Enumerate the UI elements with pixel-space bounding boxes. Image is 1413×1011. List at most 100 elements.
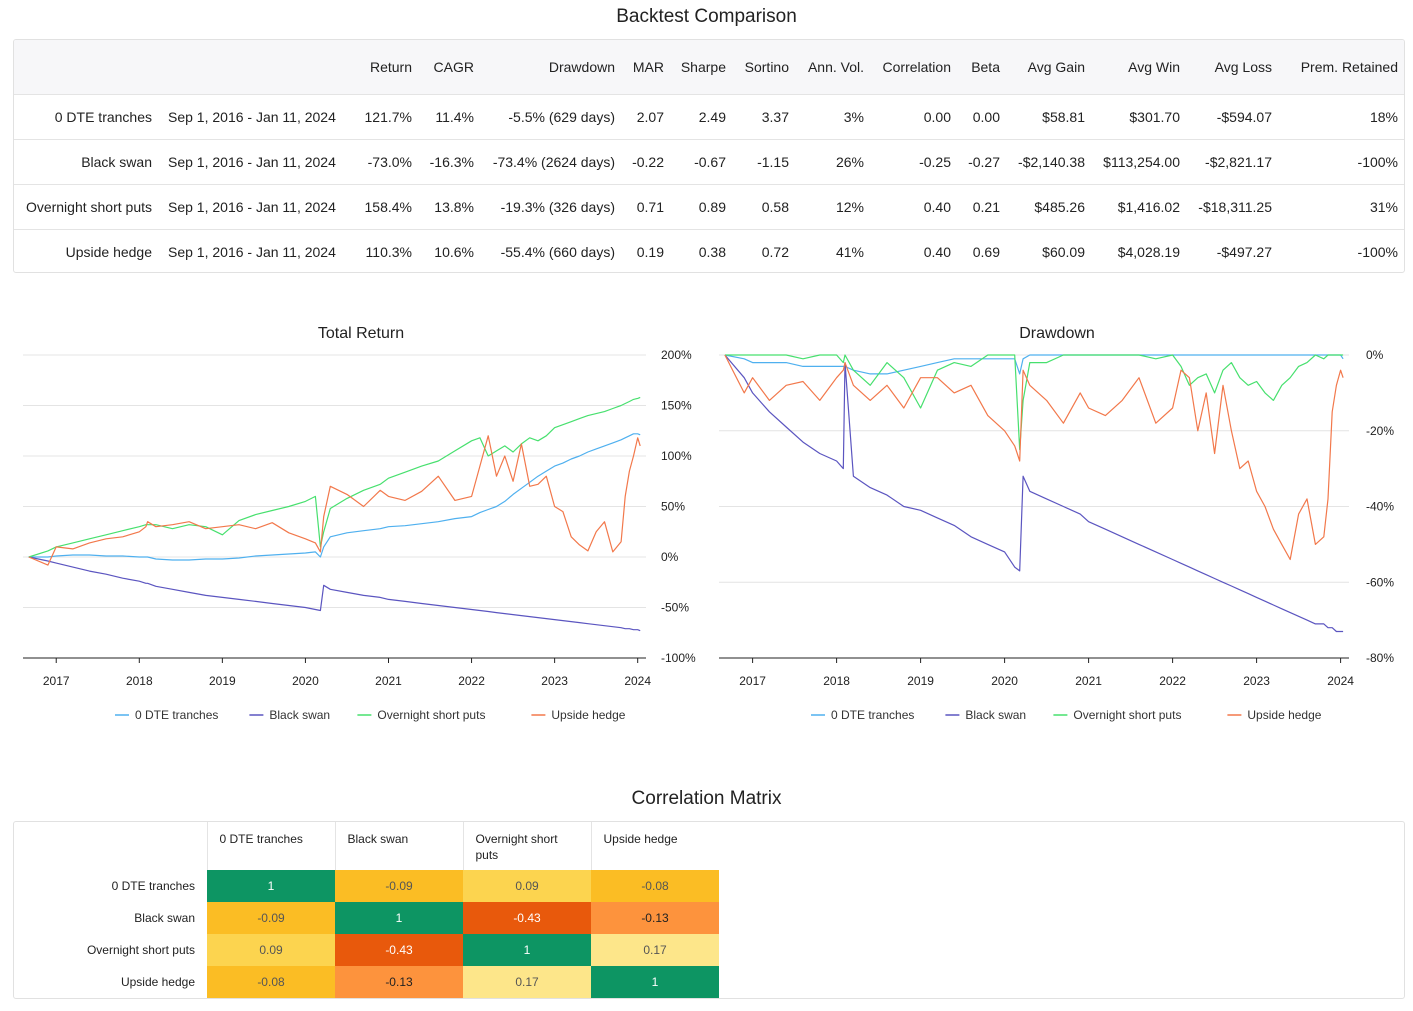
matrix-cell: -0.09: [207, 902, 335, 934]
y-tick-label: 0%: [661, 550, 679, 564]
legend-item-upside-hedge[interactable]: Upside hedge: [1247, 708, 1321, 722]
table-cell: -0.27: [968, 153, 1000, 170]
matrix-cell: 1: [591, 966, 719, 998]
correlation-title: Correlation Matrix: [631, 788, 782, 809]
x-tick-label: 2023: [1243, 674, 1270, 688]
x-tick-label: 2024: [624, 674, 651, 688]
matrix-cell: 0.09: [463, 870, 591, 902]
x-tick-label: 2022: [458, 674, 485, 688]
table-cell: -100%: [1357, 243, 1398, 260]
x-tick-label: 2017: [43, 674, 70, 688]
table-cell: 0.40: [923, 198, 951, 215]
strategy-name-cell: 0 DTE tranches: [54, 108, 152, 125]
y-tick-label: 200%: [661, 348, 692, 362]
matrix-row-label: Upside hedge: [120, 975, 195, 989]
total-return-chart: Total Return 200% 150% 100% 50% 0% -50% -100% 20…: [23, 325, 696, 722]
legend-item-overnight-short-puts[interactable]: Overnight short puts: [1073, 708, 1181, 722]
matrix-column-header: Overnight short puts: [462, 822, 591, 870]
table-cell: 26%: [835, 153, 864, 170]
y-tick-label: 0%: [1366, 348, 1384, 362]
strategy-name-cell: Upside hedge: [65, 243, 152, 260]
x-tick-label: 2024: [1327, 674, 1354, 688]
strategy-name-cell: Black swan: [81, 153, 152, 170]
corner-cell: [14, 822, 207, 870]
table-row: 0 DTE tranches Sep 1, 2016 - Jan 11, 2024…: [14, 94, 1404, 139]
matrix-cell: -0.08: [591, 870, 719, 902]
column-header-beta: Beta: [971, 58, 1000, 75]
table-cell: $113,254.00: [1103, 153, 1180, 170]
column-header-return: Return: [369, 58, 412, 75]
correlation-header-row: 0 DTE tranches Black swan Overnight short …: [14, 822, 719, 870]
column-header-correlation: Correlation: [882, 58, 951, 75]
matrix-row-label: Overnight short puts: [86, 943, 195, 957]
backtest-title: Backtest Comparison: [616, 6, 797, 27]
table-cell: 0.58: [761, 198, 789, 215]
legend-item-0-dte-tranches[interactable]: 0 DTE tranches: [135, 708, 218, 722]
y-tick-label: -100%: [661, 651, 696, 665]
table-cell: -1.15: [757, 153, 789, 170]
y-tick-label: -60%: [1366, 575, 1394, 589]
correlation-matrix: 0 DTE tranches Black swan Overnight short …: [14, 822, 719, 998]
matrix-cell: 0.17: [591, 934, 719, 966]
table-cell: -0.25: [919, 153, 951, 170]
legend-item-overnight-short-puts[interactable]: Overnight short puts: [377, 708, 485, 722]
table-cell: 3%: [843, 108, 864, 125]
matrix-cell: -0.13: [335, 966, 463, 998]
column-header-mar: MAR: [632, 58, 664, 75]
chart-title: Total Return: [318, 325, 404, 342]
legend-item-black-swan[interactable]: Black swan: [269, 708, 330, 722]
table-cell: $1,416.02: [1117, 198, 1180, 215]
matrix-cell: -0.43: [463, 902, 591, 934]
matrix-cell: 0.09: [207, 934, 335, 966]
chart-title: Drawdown: [1019, 325, 1095, 342]
x-tick-label: 2021: [1075, 674, 1102, 688]
series-line-upside-hedge: [724, 354, 1344, 561]
table-cell: 2.49: [698, 108, 726, 125]
table-cell: $60.09: [1042, 243, 1085, 260]
table-row: Upside hedge Sep 1, 2016 - Jan 11, 2024 11…: [14, 229, 1404, 272]
matrix-cell: -0.13: [591, 902, 719, 934]
table-cell: 11.4%: [435, 108, 474, 125]
series-line-0-dte-tranches: [724, 354, 1344, 375]
legend-item-black-swan[interactable]: Black swan: [965, 708, 1026, 722]
table-cell: 41%: [835, 243, 864, 260]
table-cell: 0.38: [698, 243, 726, 260]
table-cell: $485.26: [1034, 198, 1085, 215]
table-cell: 18%: [1369, 108, 1398, 125]
backtest-header-row: Return CAGR Drawdown MAR Sharpe Sortino Ann. V…: [14, 40, 1404, 94]
x-tick-label: 2022: [1159, 674, 1186, 688]
y-tick-label: -20%: [1366, 424, 1394, 438]
table-row: Overnight short puts Sep 1, 2016 - Jan 11…: [14, 184, 1404, 229]
matrix-row: 0 DTE tranches 1 -0.09 0.09 -0.08: [14, 870, 719, 902]
table-cell: -0.67: [694, 153, 726, 170]
y-tick-label: -50%: [661, 601, 689, 615]
column-header-avg-loss: Avg Loss: [1214, 58, 1272, 75]
table-cell: 0.21: [972, 198, 1000, 215]
column-header-avg-gain: Avg Gain: [1027, 58, 1085, 75]
table-cell: -19.3% (326 days): [500, 198, 615, 215]
legend-item-0-dte-tranches[interactable]: 0 DTE tranches: [831, 708, 914, 722]
legend-item-upside-hedge[interactable]: Upside hedge: [551, 708, 625, 722]
table-cell: -$18,311.25: [1198, 198, 1272, 215]
column-header-cagr: CAGR: [433, 58, 474, 75]
column-header-avg-win: Avg Win: [1128, 58, 1180, 75]
matrix-cell: 1: [207, 870, 335, 902]
table-cell: -73.4% (2624 days): [492, 153, 615, 170]
table-cell: 12%: [835, 198, 864, 215]
column-header-blank-1: [160, 40, 346, 94]
table-cell: 0.69: [972, 243, 1000, 260]
table-cell: -$594.07: [1216, 108, 1272, 125]
matrix-column-header: 0 DTE tranches: [206, 822, 335, 870]
matrix-cell: 1: [463, 934, 591, 966]
y-tick-label: 50%: [661, 500, 685, 514]
y-tick-label: -80%: [1366, 651, 1394, 665]
matrix-column-header: Black swan: [334, 822, 463, 870]
table-cell: 0.19: [636, 243, 664, 260]
table-cell: -5.5% (629 days): [508, 108, 615, 125]
table-cell: 158.4%: [364, 198, 412, 215]
table-cell: -$497.27: [1216, 243, 1272, 260]
series-line-0-dte-tranches: [28, 433, 641, 561]
table-cell: -$2,140.38: [1018, 153, 1085, 170]
x-tick-label: 2019: [209, 674, 236, 688]
table-cell: 0.72: [761, 243, 789, 260]
